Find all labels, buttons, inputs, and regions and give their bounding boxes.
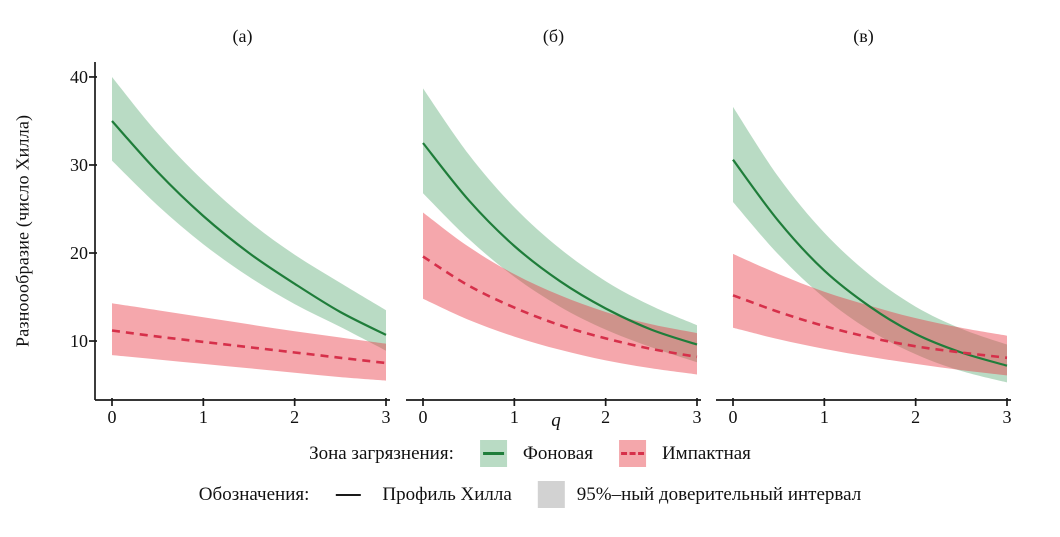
panel-v-x-ticks: 0 1 2 3 bbox=[716, 406, 1012, 430]
impact-ci-band bbox=[112, 303, 386, 381]
impact-profile-line bbox=[732, 294, 1008, 360]
impact-zone-swatch bbox=[618, 440, 646, 467]
confidence-interval-swatch bbox=[537, 481, 565, 508]
impact-ci-band bbox=[423, 212, 697, 375]
x-tick-label: 0 bbox=[107, 407, 117, 427]
confidence-interval-label: 95%–ный доверительный интервал bbox=[576, 483, 862, 505]
y-tick-label: 10 bbox=[70, 331, 88, 351]
hill-profile-label: Профиль Хилла bbox=[382, 483, 512, 505]
x-tick-label: 0 bbox=[728, 407, 738, 427]
background-profile-line bbox=[111, 120, 387, 336]
x-tick-label: 1 bbox=[819, 407, 829, 427]
panel-b: (б) 0 1 2 3 bbox=[406, 26, 702, 427]
x-tick-label: 0 bbox=[418, 407, 428, 427]
panel-a-plot bbox=[89, 62, 390, 406]
legend-keys-title: Обозначения: bbox=[198, 483, 310, 505]
panel-a-title: (а) bbox=[232, 26, 253, 46]
solid-black-line-icon bbox=[335, 493, 361, 496]
panel-v: (в) 0 1 2 3 bbox=[716, 26, 1012, 427]
x-tick-label: 2 bbox=[290, 407, 300, 427]
background-ci-band bbox=[112, 77, 386, 351]
x-tick-label: 1 bbox=[509, 407, 519, 427]
x-tick-label: 2 bbox=[601, 407, 611, 427]
solid-green-line-icon bbox=[482, 452, 504, 455]
impact-zone-label: Импактная bbox=[661, 442, 751, 464]
x-tick-label: 3 bbox=[381, 407, 391, 427]
panel-v-title: (в) bbox=[853, 26, 874, 46]
x-tick-label: 3 bbox=[1002, 407, 1012, 427]
panel-v-plot bbox=[716, 106, 1011, 406]
y-axis-label: Разноообразие (число Хилла) bbox=[12, 114, 33, 348]
panel-b-title: (б) bbox=[542, 26, 565, 46]
y-tick-label: 40 bbox=[70, 67, 88, 87]
background-profile-line bbox=[422, 142, 698, 346]
panel-b-x-ticks: 0 1 2 3 bbox=[406, 406, 702, 430]
panel-b-plot bbox=[406, 88, 701, 406]
y-tick-label: 30 bbox=[70, 155, 88, 175]
background-zone-swatch bbox=[479, 440, 507, 467]
legend-zone-row: Зона загрязнения: Фоновая Импактная bbox=[309, 440, 751, 467]
background-zone-label: Фоновая bbox=[522, 442, 593, 464]
x-tick-label: 1 bbox=[198, 407, 208, 427]
x-axis-label: q bbox=[551, 410, 561, 431]
x-tick-label: 3 bbox=[692, 407, 702, 427]
impact-profile-line bbox=[111, 329, 387, 365]
dashed-red-line-icon bbox=[620, 452, 644, 455]
legend-keys-row: Обозначения: Профиль Хилла 95%–ный довер… bbox=[199, 481, 861, 508]
impact-ci-band bbox=[733, 253, 1007, 376]
panel-a: (а) 0 1 2 3 bbox=[89, 26, 391, 427]
panel-a-x-ticks: 0 1 2 3 bbox=[95, 406, 391, 430]
legend-zone-title: Зона загрязнения: bbox=[309, 442, 454, 464]
y-tick-label: 20 bbox=[70, 243, 88, 263]
background-ci-band bbox=[423, 88, 697, 363]
background-profile-line bbox=[732, 159, 1008, 367]
x-tick-label: 2 bbox=[911, 407, 921, 427]
